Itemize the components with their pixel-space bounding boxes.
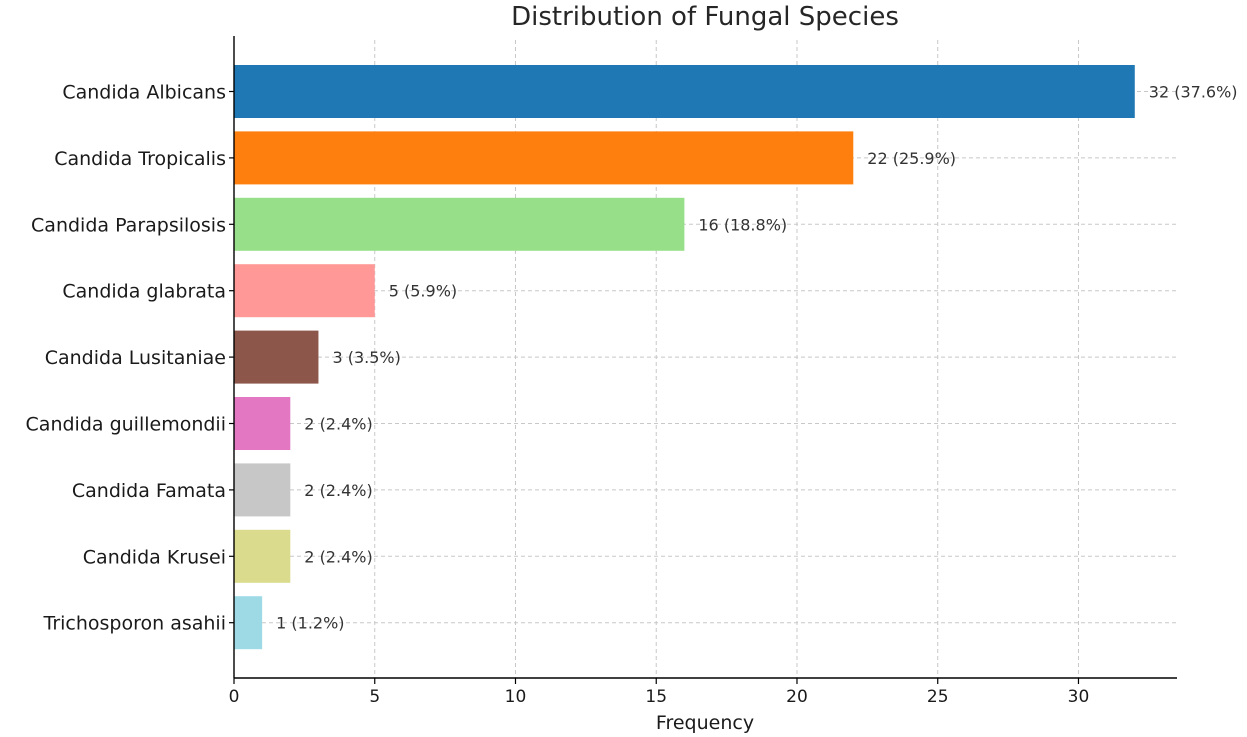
bar	[234, 131, 854, 185]
bar	[234, 463, 291, 517]
data-label: 1 (1.2%)	[276, 614, 344, 633]
x-tick-label: 25	[927, 687, 949, 707]
chart-title: Distribution of Fungal Species	[511, 2, 899, 32]
x-ticks: 0 5 10 15 20 25 30	[229, 90, 1090, 707]
x-tick-label: 0	[229, 687, 240, 707]
x-axis-label: Frequency	[656, 712, 754, 734]
x-tick-label: 30	[1068, 687, 1090, 707]
category-label: Candida Famata	[72, 480, 226, 502]
x-tick-label: 15	[645, 687, 667, 707]
data-label: 3 (3.5%)	[332, 348, 400, 367]
category-label: Candida guillemondii	[26, 414, 226, 436]
category-label: Candida Lusitaniae	[45, 347, 226, 369]
x-tick-label: 5	[369, 687, 380, 707]
bar	[234, 330, 319, 384]
category-label: Candida Tropicalis	[54, 148, 226, 170]
data-label: 2 (2.4%)	[304, 547, 372, 566]
category-labels: Candida Albicans Candida Tropicalis Candid…	[26, 82, 226, 635]
bar	[234, 529, 291, 583]
data-label: 2 (2.4%)	[304, 481, 372, 500]
data-label: 32 (37.6%)	[1149, 83, 1238, 102]
data-label: 5 (5.9%)	[389, 282, 457, 301]
x-tick-label: 20	[786, 687, 808, 707]
bar	[234, 596, 263, 650]
category-label: Candida Parapsilosis	[31, 214, 226, 236]
data-labels: 32 (37.6%) 22 (25.9%) 16 (18.8%) 5 (5.9%) 3 …	[276, 83, 1237, 633]
bar	[234, 197, 685, 251]
bar	[234, 65, 1135, 118]
category-label: Trichosporon asahii	[43, 613, 227, 635]
bars	[234, 65, 1135, 650]
category-label: Candida Albicans	[62, 82, 226, 104]
category-label: Candida glabrata	[62, 281, 226, 303]
data-label: 2 (2.4%)	[304, 415, 372, 434]
bar	[234, 397, 291, 450]
category-label: Candida Krusei	[83, 546, 226, 568]
data-label: 22 (25.9%)	[867, 149, 956, 168]
bar	[234, 264, 375, 318]
data-label: 16 (18.8%)	[698, 215, 787, 234]
x-tick-label: 10	[505, 687, 527, 707]
